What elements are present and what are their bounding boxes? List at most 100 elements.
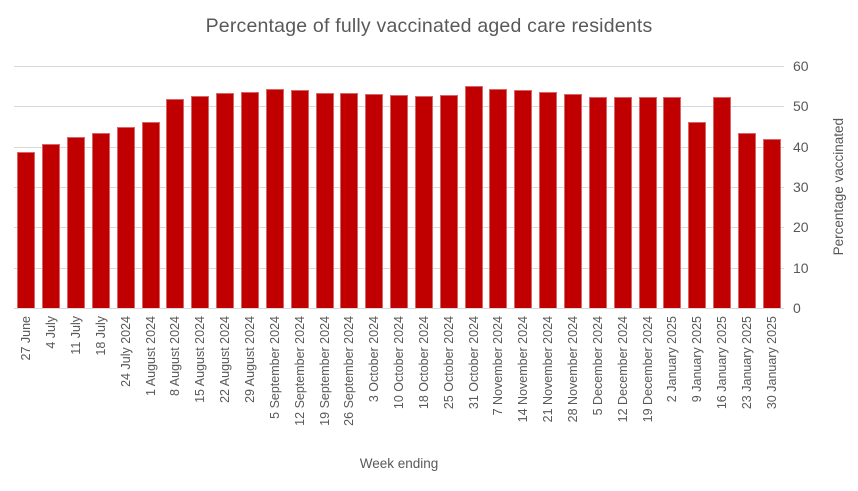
- x-tick-label: 15 August 2024: [193, 316, 208, 403]
- bar: [489, 89, 508, 308]
- bar: [563, 93, 582, 308]
- x-tick-cell: 21 November 2024: [536, 316, 561, 448]
- y-tick-label: 0: [793, 300, 801, 316]
- bar: [17, 152, 36, 308]
- x-tick-label: 22 August 2024: [218, 316, 233, 403]
- bar-slot: [387, 66, 412, 308]
- x-tick-cell: 26 September 2024: [337, 316, 362, 448]
- x-tick-cell: 10 October 2024: [387, 316, 412, 448]
- bar-slot: [536, 66, 561, 308]
- y-axis-title: Percentage vaccinated: [830, 118, 846, 256]
- x-tick-cell: 11 July: [64, 316, 89, 448]
- x-tick-label: 5 September 2024: [267, 316, 282, 419]
- y-tick-label: 20: [793, 219, 809, 236]
- x-tick-cell: 3 October 2024: [362, 316, 387, 448]
- bar-slot: [635, 66, 660, 308]
- x-tick-label: 25 October 2024: [441, 316, 456, 410]
- x-tick-cell: 7 November 2024: [486, 316, 511, 448]
- x-tick-label: 4 July: [44, 316, 59, 349]
- bar-slot: [312, 66, 337, 308]
- x-tick-cell: 2 January 2025: [660, 316, 685, 448]
- bar: [514, 90, 533, 308]
- plot-area: [14, 66, 784, 309]
- x-tick-cell: 12 December 2024: [610, 316, 635, 448]
- x-tick-cell: 5 September 2024: [262, 316, 287, 448]
- x-tick-label: 12 December 2024: [615, 316, 630, 423]
- bar-slot: [461, 66, 486, 308]
- bar-slot: [710, 66, 735, 308]
- bar-slot: [89, 66, 114, 308]
- x-tick-cell: 25 October 2024: [436, 316, 461, 448]
- bar-slot: [188, 66, 213, 308]
- bar-slot: [64, 66, 89, 308]
- bar: [340, 93, 359, 308]
- bar-slot: [585, 66, 610, 308]
- x-tick-cell: 19 September 2024: [312, 316, 337, 448]
- x-axis-labels: 27 June 4 July 11 July 18 July 24 July 2024 1…: [14, 316, 784, 448]
- x-tick-cell: 30 January 2025: [759, 316, 784, 448]
- y-tick-label: 50: [793, 98, 809, 115]
- bar: [762, 138, 781, 308]
- x-tick-label: 1 August 2024: [143, 316, 158, 396]
- y-tick-label: 30: [793, 179, 809, 195]
- gridline: [14, 66, 784, 67]
- bar-slot: [287, 66, 312, 308]
- bar: [613, 97, 632, 308]
- x-tick-label: 11 July: [69, 316, 84, 355]
- x-tick-label: 19 December 2024: [640, 316, 655, 423]
- bar: [539, 91, 558, 308]
- x-tick-cell: 22 August 2024: [213, 316, 238, 448]
- bar-slot: [734, 66, 759, 308]
- x-tick-cell: 27 June: [14, 316, 39, 448]
- bar: [116, 127, 135, 308]
- bar: [67, 137, 86, 308]
- x-tick-label: 10 October 2024: [392, 316, 407, 410]
- x-tick-label: 7 November 2024: [491, 316, 506, 416]
- bar: [91, 132, 110, 308]
- x-tick-label: 29 August 2024: [243, 316, 258, 403]
- bar-slot: [163, 66, 188, 308]
- x-tick-cell: 12 September 2024: [287, 316, 312, 448]
- bar-slot: [486, 66, 511, 308]
- bar: [737, 132, 756, 308]
- bar-slot: [39, 66, 64, 308]
- x-tick-cell: 23 January 2025: [734, 316, 759, 448]
- x-tick-cell: 1 August 2024: [138, 316, 163, 448]
- x-tick-cell: 15 August 2024: [188, 316, 213, 448]
- x-tick-label: 30 January 2025: [764, 316, 779, 410]
- bar: [365, 94, 384, 308]
- bar-slot: [660, 66, 685, 308]
- bar-slot: [113, 66, 138, 308]
- bar-slot: [511, 66, 536, 308]
- bar: [315, 92, 334, 308]
- bar: [464, 86, 483, 308]
- bar-slot: [213, 66, 238, 308]
- bar: [414, 95, 433, 308]
- bar: [688, 121, 707, 308]
- bar: [290, 89, 309, 308]
- bar-slot: [14, 66, 39, 308]
- bar-slot: [685, 66, 710, 308]
- y-tick-label: 40: [793, 138, 809, 155]
- bar-slot: [759, 66, 784, 308]
- x-tick-cell: 4 July: [39, 316, 64, 448]
- bar: [638, 97, 657, 308]
- bar-slot: [610, 66, 635, 308]
- x-tick-cell: 5 December 2024: [585, 316, 610, 448]
- x-tick-label: 18 July: [93, 316, 108, 356]
- bar: [216, 93, 235, 308]
- x-tick-label: 18 October 2024: [416, 316, 431, 410]
- bar-slot: [436, 66, 461, 308]
- gridline: [14, 308, 784, 309]
- bar: [141, 122, 160, 308]
- bar-slot: [262, 66, 287, 308]
- y-tick-label: 10: [793, 259, 809, 276]
- x-tick-label: 19 September 2024: [317, 316, 332, 426]
- y-axis-title-wrap: Percentage vaccinated: [827, 66, 849, 308]
- x-tick-cell: 31 October 2024: [461, 316, 486, 448]
- x-tick-label: 31 October 2024: [466, 316, 481, 410]
- bar-slot: [337, 66, 362, 308]
- x-tick-label: 28 November 2024: [565, 316, 580, 423]
- bar: [390, 95, 409, 308]
- bar-slot: [412, 66, 437, 308]
